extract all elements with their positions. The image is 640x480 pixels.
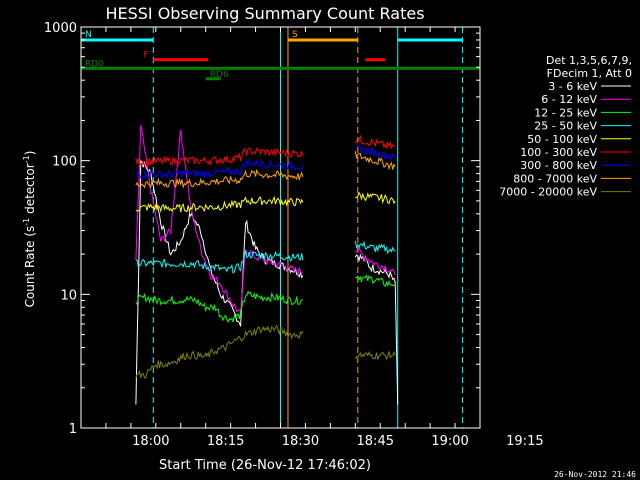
y-axis-label-mid: detector [23,163,37,218]
flag-label-s: S [292,30,298,40]
series-0-segment-0 [135,160,304,405]
y-tick-label: 100 [52,155,77,170]
legend-label-0: 3 - 6 keV [548,80,597,93]
legend-header-1: FDecim 1, Att 0 [547,67,632,80]
x-tick-label: 18:15 [207,434,244,449]
legend-label-1: 6 - 12 keV [541,93,597,106]
series-4-segment-1 [355,191,396,205]
series-5-segment-0 [135,147,304,167]
y-axis-label-sup-2: -1 [22,155,31,163]
series-7-segment-0 [135,168,304,189]
legend-label-6: 300 - 800 keV [520,159,597,172]
series-1-segment-1 [354,246,396,275]
legend: Det 1,3,5,6,7,9,FDecim 1, Att 03 - 6 keV… [499,54,632,199]
series-1-segment-0 [135,124,303,313]
series-4-segment-0 [135,195,304,214]
y-tick-label: 10 [60,288,77,303]
legend-label-5: 100 - 300 keV [520,146,597,159]
x-tick-label: 19:15 [506,434,543,449]
legend-label-3: 25 - 50 keV [534,120,597,133]
flag-label-rd0: RD0 [85,59,104,69]
x-tick-label: 18:45 [357,434,394,449]
series-3-segment-0 [135,250,304,274]
series-0-segment-1 [354,253,399,405]
series-8-segment-1 [354,350,396,361]
legend-label-8: 7000 - 20000 keV [499,186,597,199]
legend-label-4: 50 - 100 keV [527,133,597,146]
series-8-segment-0 [135,324,304,380]
plot-area: N S F RD0 RD6 [80,27,480,428]
footer-timestamp: 26-Nov-2012 21:46 [554,470,636,479]
flag-label-n: N [85,30,92,40]
series-6-segment-0 [135,158,304,181]
flag-label-f: F [143,51,148,61]
y-axis-label-main: Count Rate (s [23,226,37,308]
series-7-segment-1 [354,151,396,171]
x-tick-label: 19:00 [431,434,468,449]
flag-label-rd6: RD6 [210,70,229,80]
y-tick-label: 1000 [44,21,77,36]
y-axis-label-sup-1: -1 [22,218,31,226]
svg-text:Count Rate (s-1 detector-1): Count Rate (s-1 detector-1) [22,151,37,308]
series-2-segment-0 [135,290,304,324]
y-axis-label-end: ) [23,151,37,156]
series-3-segment-1 [354,240,396,255]
legend-header-0: Det 1,3,5,6,7,9, [546,54,632,67]
chart-title: HESSI Observing Summary Count Rates [105,4,424,23]
series-2-segment-1 [355,274,396,288]
y-tick-label: 1 [69,422,77,437]
legend-label-2: 12 - 25 keV [534,106,597,119]
series-6-segment-1 [355,143,396,161]
series-5-segment-1 [354,134,396,150]
y-axis-label: Count Rate (s-1 detector-1) [22,151,37,308]
x-tick-label: 18:30 [282,434,319,449]
legend-label-7: 800 - 7000 keV [513,172,597,185]
axes: 1 10 100 1000 18:00 18:15 18:30 18:45 19:00 19:15 [44,21,544,449]
x-tick-label: 18:00 [132,434,169,449]
x-axis-label: Start Time (26-Nov-12 17:46:02) [159,458,371,473]
